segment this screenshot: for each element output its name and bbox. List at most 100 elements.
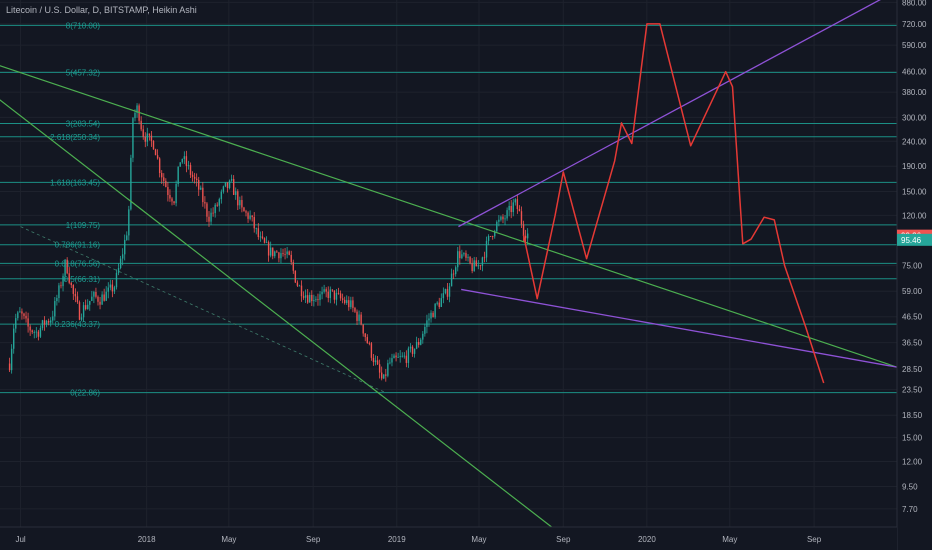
- candle-157: [331, 289, 334, 292]
- candle-188: [395, 352, 397, 362]
- candle-87: [187, 160, 190, 170]
- candle-127: [269, 241, 272, 258]
- candle-body-12: [33, 332, 35, 333]
- dashed-support-line: [20, 226, 386, 393]
- candle-243: [508, 201, 510, 217]
- candle-198: [415, 336, 418, 350]
- candle-body-201: [422, 333, 424, 340]
- candle-body-61: [134, 112, 136, 119]
- fib-retracement[interactable]: 0(22.86) 0.236(43.37) 0.5(66.31) 0.618(76.5…: [0, 21, 897, 398]
- candle-92: [198, 176, 200, 196]
- candle-body-115: [245, 211, 247, 213]
- candle-68: [148, 133, 151, 141]
- candle-body-147: [311, 295, 313, 302]
- candle-221: [463, 252, 465, 257]
- candle-31: [72, 284, 75, 300]
- candle-100: [214, 203, 216, 218]
- candle-200: [420, 337, 422, 346]
- candle-101: [216, 202, 218, 207]
- candle-body-97: [208, 216, 210, 222]
- time-axis[interactable]: Jul 2018 May Sep 2019 May Sep 2020 May Sep: [0, 526, 897, 550]
- candle-body-66: [144, 137, 146, 142]
- candle-body-160: [337, 292, 340, 294]
- candle-body-89: [191, 174, 194, 177]
- candle-135: [286, 246, 288, 259]
- candle-139: [294, 270, 297, 284]
- candle-body-54: [119, 258, 122, 269]
- candle-20: [50, 317, 52, 327]
- candle-27: [64, 259, 66, 282]
- candle-197: [413, 348, 416, 358]
- candle-body-146: [309, 295, 311, 303]
- candle-body-225: [471, 263, 473, 272]
- candle-131: [278, 251, 280, 263]
- candle-5: [19, 307, 21, 313]
- candle-111: [237, 189, 239, 211]
- candle-208: [436, 301, 438, 306]
- candle-17: [43, 316, 46, 331]
- price-axis[interactable]: 880.00 720.00 590.00 460.00 380.00 300.00 240.…: [896, 0, 932, 550]
- candle-body-82: [177, 166, 179, 185]
- candle-body-223: [467, 256, 469, 258]
- candle-body-24: [58, 285, 60, 299]
- candle-body-134: [284, 254, 286, 255]
- candle-223: [467, 253, 469, 262]
- candle-249: [520, 206, 523, 228]
- candle-163: [343, 296, 346, 305]
- candle-41: [93, 290, 95, 304]
- candle-body-23: [56, 298, 58, 302]
- candle-118: [251, 215, 253, 222]
- candle-236: [494, 229, 496, 239]
- candle-235: [491, 235, 494, 240]
- candle-body-189: [397, 357, 399, 358]
- candle-body-237: [496, 221, 498, 232]
- candle-156: [329, 286, 331, 304]
- price-axis-background: [897, 0, 932, 550]
- candle-body-78: [169, 195, 171, 199]
- candle-body-156: [329, 289, 331, 298]
- candle-body-13: [35, 331, 38, 333]
- candle-222: [465, 250, 467, 261]
- price-tick-5: 300.00: [902, 113, 927, 122]
- candle-body-137: [290, 254, 292, 263]
- candle-body-157: [331, 289, 334, 291]
- time-tick-8: May: [722, 535, 737, 544]
- candle-215: [450, 268, 453, 287]
- candle-body-220: [461, 254, 463, 259]
- candle-91: [195, 173, 198, 187]
- candle-body-170: [358, 314, 360, 321]
- candle-245: [512, 198, 514, 217]
- projection-path[interactable]: [522, 23, 825, 384]
- candle-54: [119, 255, 122, 270]
- candle-body-198: [415, 341, 418, 349]
- candle-body-70: [152, 140, 155, 150]
- drawings[interactable]: [0, 0, 898, 528]
- fib-level-label-4: 0.786(91.16): [55, 241, 101, 250]
- price-tick-6: 240.00: [902, 137, 927, 146]
- candle-body-217: [454, 267, 457, 275]
- candle-130: [276, 250, 278, 253]
- candle-77: [167, 181, 169, 202]
- fib-level-label-2: 0.5(66.31): [64, 275, 101, 284]
- candle-body-65: [142, 129, 144, 138]
- candle-242: [506, 207, 508, 221]
- candle-body-56: [124, 239, 126, 255]
- candle-81: [175, 180, 177, 207]
- candle-125: [265, 236, 268, 244]
- candle-body-46: [103, 294, 105, 301]
- candle-body-21: [52, 316, 54, 321]
- candle-72: [156, 149, 159, 160]
- candle-body-103: [220, 191, 223, 200]
- candle-body-139: [294, 270, 297, 283]
- candle-161: [339, 290, 342, 301]
- candle-body-14: [37, 331, 40, 337]
- candle-181: [380, 366, 383, 381]
- candle-60: [132, 117, 134, 163]
- candle-body-244: [510, 205, 512, 213]
- price-label-bg-1: [897, 233, 932, 246]
- candle-body-2: [13, 328, 15, 349]
- candle-80: [173, 200, 175, 205]
- candle-body-154: [325, 289, 327, 292]
